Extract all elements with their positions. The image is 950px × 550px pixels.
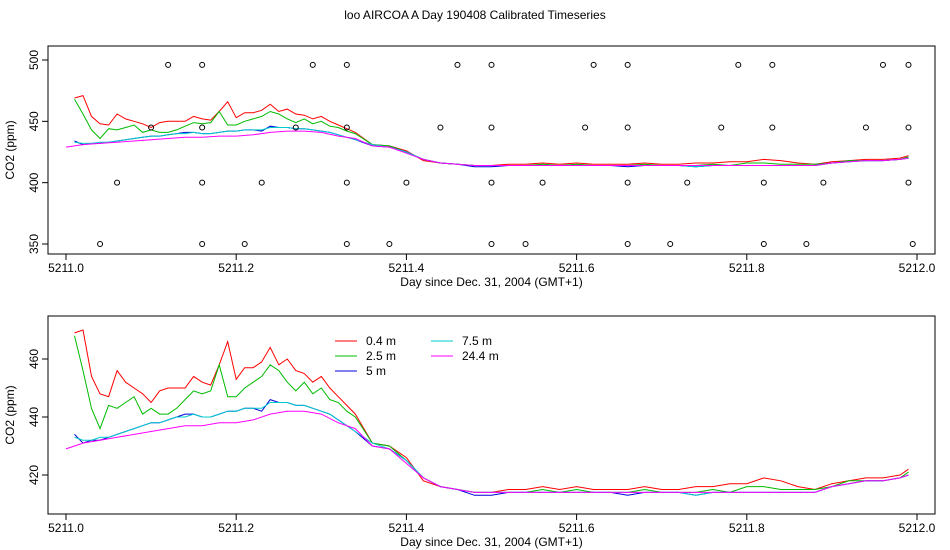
scatter-point [803, 241, 810, 247]
scatter-point [590, 61, 597, 68]
scatter-point [488, 179, 495, 186]
scatter-point [820, 179, 827, 186]
scatter-point [403, 179, 410, 186]
scatter-point [522, 241, 529, 247]
scatter-point [624, 124, 631, 131]
x-tick-label: 5211.6 [559, 261, 595, 275]
x-tick-label: 5211.0 [48, 521, 84, 535]
scatter-point [343, 179, 350, 186]
scatter-point [905, 61, 912, 68]
scatter-point [735, 61, 742, 68]
scatter-point [760, 241, 767, 247]
scatter-point [199, 124, 206, 131]
page-title: loo AIRCOA A Day 190408 Calibrated Times… [344, 8, 605, 22]
series-line-4 [65, 410, 909, 493]
scatter-point [667, 241, 674, 247]
x-tick-label: 5211.0 [48, 261, 84, 275]
series-line-1 [74, 99, 909, 167]
series-line-0 [74, 329, 909, 493]
scatter-point [343, 241, 350, 247]
x-tick-label: 5212.0 [899, 521, 936, 535]
x-tick-label: 5212.0 [899, 261, 936, 275]
scatter-point [539, 179, 546, 186]
scatter-point [905, 179, 912, 186]
x-tick-label: 5211.2 [218, 261, 254, 275]
x-tick-label: 5211.4 [388, 261, 424, 275]
legend-label: 7.5 m [462, 334, 492, 348]
x-tick-label: 5211.8 [729, 261, 765, 275]
legend-label: 2.5 m [366, 349, 396, 363]
scatter-point [488, 61, 495, 68]
scatter-point [258, 179, 265, 186]
x-tick-label: 5211.2 [218, 521, 254, 535]
legend-label: 24.4 m [462, 349, 499, 363]
scatter-point [879, 61, 886, 68]
series-line-0 [74, 94, 909, 166]
scatter-point [292, 124, 299, 131]
scatter-point [165, 61, 172, 68]
y-tick-label: 450 [27, 111, 41, 131]
scatter-point [199, 61, 206, 68]
scatter-point [624, 61, 631, 68]
scatter-point [241, 241, 248, 247]
y-axis-label: CO2 (ppm) [3, 385, 17, 444]
scatter-point [437, 124, 444, 131]
scatter-point [199, 179, 206, 186]
scatter-point [97, 241, 104, 247]
scatter-point [905, 124, 912, 131]
panel-top: 5211.0 5211.2 5211.4 5211.6 5211.8 5212.0 350 4… [3, 45, 936, 289]
scatter-point [624, 241, 631, 247]
plot-frame [47, 45, 936, 255]
y-tick-label: 400 [27, 172, 41, 192]
scatter-point [488, 241, 495, 247]
x-tick-label: 5211.8 [729, 521, 765, 535]
scatter-point [582, 124, 589, 131]
x-axis-label: Day since Dec. 31, 2004 (GMT+1) [400, 535, 582, 549]
y-axis-label: CO2 (ppm) [3, 120, 17, 179]
legend-label: 5 m [366, 364, 386, 378]
x-axis-label: Day since Dec. 31, 2004 (GMT+1) [400, 275, 582, 289]
series-line-4 [65, 130, 909, 166]
scatter-point [488, 124, 495, 131]
panel-bottom: 5211.0 5211.2 5211.4 5211.6 5211.8 5212.0 420 4… [3, 315, 936, 549]
scatter-point [343, 61, 350, 68]
scatter-point [769, 124, 776, 131]
scatter-point [769, 61, 776, 68]
scatter-point [343, 124, 350, 131]
scatter-point [148, 124, 155, 131]
scatter-point [909, 241, 916, 247]
y-tick-label: 420 [27, 465, 41, 485]
scatter-point [386, 241, 393, 247]
x-tick-label: 5211.6 [559, 521, 595, 535]
series-line-2 [74, 399, 909, 496]
y-tick-label: 460 [27, 349, 41, 369]
scatter-point [309, 61, 316, 68]
legend-label: 0.4 m [366, 334, 396, 348]
scatter-point [114, 179, 121, 186]
x-tick-label: 5211.4 [388, 521, 424, 535]
plot-frame [47, 315, 936, 515]
y-tick-label: 350 [27, 234, 41, 254]
scatter-point [624, 179, 631, 186]
scatter-point [760, 179, 767, 186]
y-tick-label: 440 [27, 407, 41, 427]
scatter-point [454, 61, 461, 68]
scatter-point [684, 179, 691, 186]
legend: 0.4 m2.5 m5 m 7.5 m24.4 m [335, 334, 499, 378]
scatter-point [199, 241, 206, 247]
scatter-point [862, 124, 869, 131]
y-tick-label: 500 [27, 50, 41, 70]
scatter-point [718, 124, 725, 131]
